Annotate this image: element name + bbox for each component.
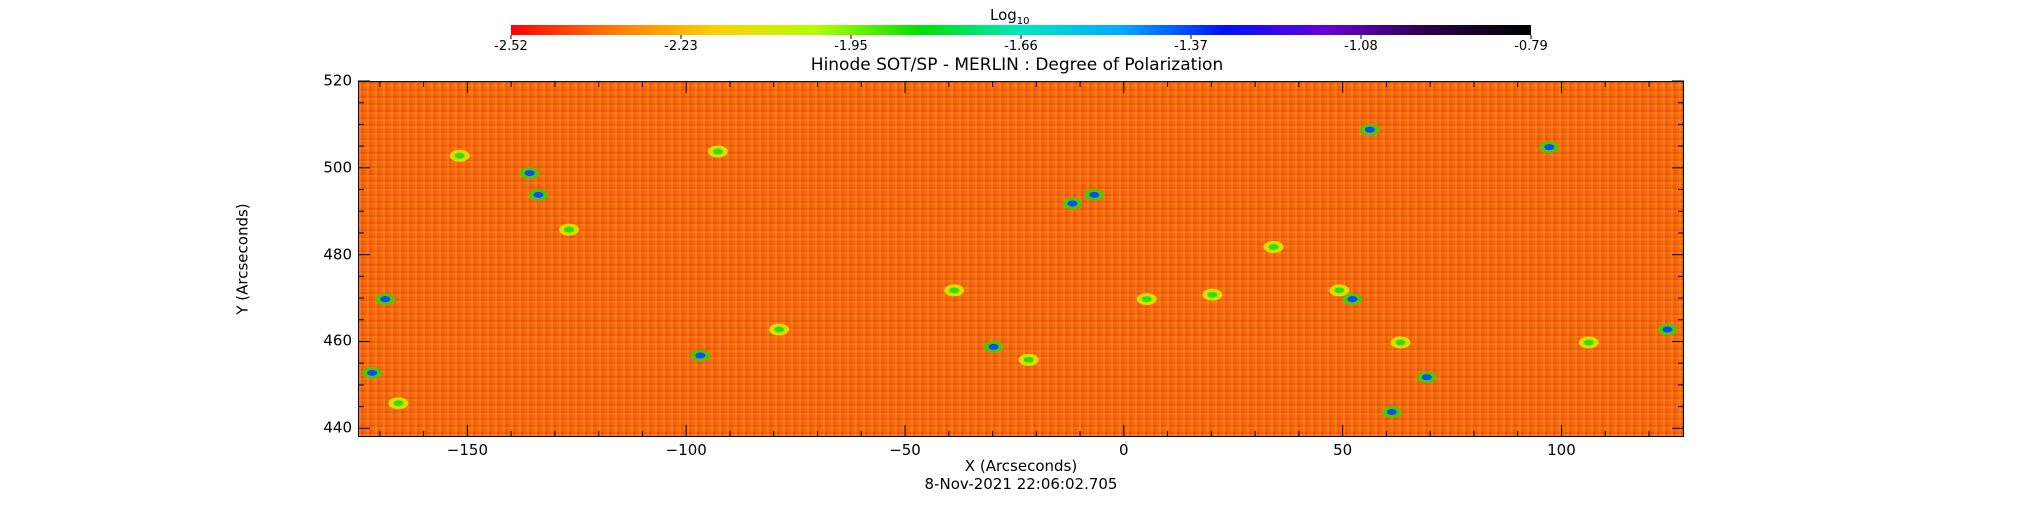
polarization-patch-blue: [690, 349, 711, 362]
patch-core: [1583, 339, 1594, 346]
polarization-patch-blue: [1657, 323, 1678, 336]
polarization-patch-green: [1018, 353, 1039, 366]
colorbar-tick-label: -1.37: [1174, 39, 1208, 54]
colorbar-label-subscript: 10: [1016, 16, 1030, 27]
colorbar: [511, 25, 1531, 35]
polarization-patch-blue: [1062, 197, 1083, 210]
x-tick-label: 50: [1333, 441, 1353, 459]
patch-core: [1662, 326, 1673, 333]
patch-core: [1334, 287, 1345, 294]
patch-core: [367, 369, 378, 376]
patch-core: [1141, 296, 1152, 303]
polarization-patch-green: [1390, 336, 1411, 349]
colorbar-tick-label: -2.23: [664, 39, 698, 54]
patch-core: [1386, 408, 1397, 415]
polarization-patch-blue: [528, 188, 549, 201]
polarization-patch-blue: [1416, 371, 1437, 384]
y-tick-label: 480: [323, 245, 352, 264]
polarization-patch-green: [1329, 284, 1350, 297]
patch-core: [1421, 374, 1432, 381]
patch-core: [949, 287, 960, 294]
polarization-patch-green: [944, 284, 965, 297]
chart-title: Hinode SOT/SP - MERLIN : Degree of Polar…: [810, 55, 1224, 75]
colorbar-label: Log10: [990, 8, 1030, 27]
patch-core: [1023, 356, 1034, 363]
polarization-patches: [362, 123, 1678, 418]
patch-core: [564, 226, 575, 233]
x-tick-label: −100: [665, 441, 707, 459]
patch-core: [1544, 144, 1555, 151]
y-tick-label: 500: [323, 158, 352, 177]
patch-core: [1395, 339, 1406, 346]
patch-core: [524, 170, 535, 177]
patch-core: [1347, 296, 1358, 303]
timestamp: 8-Nov-2021 22:06:02.705: [924, 475, 1118, 493]
polarization-patch-green: [1263, 240, 1284, 253]
y-tick-label: 440: [323, 418, 352, 437]
polarization-patch-blue: [1381, 405, 1402, 418]
colorbar-tick-label: -1.66: [1004, 39, 1038, 54]
polarization-patch-blue: [1342, 293, 1363, 306]
polarization-patch-green: [388, 397, 409, 410]
patch-core: [774, 326, 785, 333]
polarization-patch-blue: [362, 366, 383, 379]
colorbar-tick-label: -0.79: [1514, 39, 1548, 54]
patch-core: [1364, 126, 1375, 133]
polarization-patch-green: [769, 323, 790, 336]
colorbar-tick-label: -2.52: [494, 39, 528, 54]
patch-core: [712, 148, 723, 155]
polarization-patch-blue: [983, 340, 1004, 353]
x-axis-label: X (Arcseconds): [964, 457, 1078, 475]
patch-core: [1207, 291, 1218, 298]
patch-core: [454, 152, 465, 159]
patch-core: [533, 191, 544, 198]
polarization-patch-blue: [519, 167, 540, 180]
x-tick-label: 0: [1119, 441, 1129, 459]
polarization-patch-blue: [1539, 141, 1560, 154]
x-tick-label: −150: [446, 441, 488, 459]
x-tick-label: 100: [1547, 441, 1576, 459]
y-tick-label: 520: [323, 71, 352, 90]
colorbar-tick-label: -1.95: [834, 39, 868, 54]
polarization-patch-green: [1578, 336, 1599, 349]
y-axis-label: Y (Arcseconds): [233, 203, 252, 315]
polarization-patch-green: [1202, 288, 1223, 301]
polarization-patch-green: [559, 223, 580, 236]
patch-core: [1067, 200, 1078, 207]
polarization-patch-blue: [1359, 123, 1380, 136]
patch-core: [1089, 191, 1100, 198]
x-tick-label: −50: [889, 441, 921, 459]
patch-core: [1268, 243, 1279, 250]
colorbar-tick-label: -1.08: [1344, 39, 1378, 54]
patch-core: [380, 296, 391, 303]
polarization-patch-blue: [1084, 188, 1105, 201]
patch-core: [988, 343, 999, 350]
polarization-patch-green: [707, 145, 728, 158]
colorbar-label-base: Log: [990, 6, 1017, 24]
y-tick-label: 460: [323, 331, 352, 350]
heatmap-plot: [358, 81, 1684, 437]
patch-core: [393, 400, 404, 407]
polarization-patch-green: [449, 149, 470, 162]
polarization-patch-blue: [375, 293, 396, 306]
patch-core: [695, 352, 706, 359]
polarization-patch-green: [1136, 293, 1157, 306]
